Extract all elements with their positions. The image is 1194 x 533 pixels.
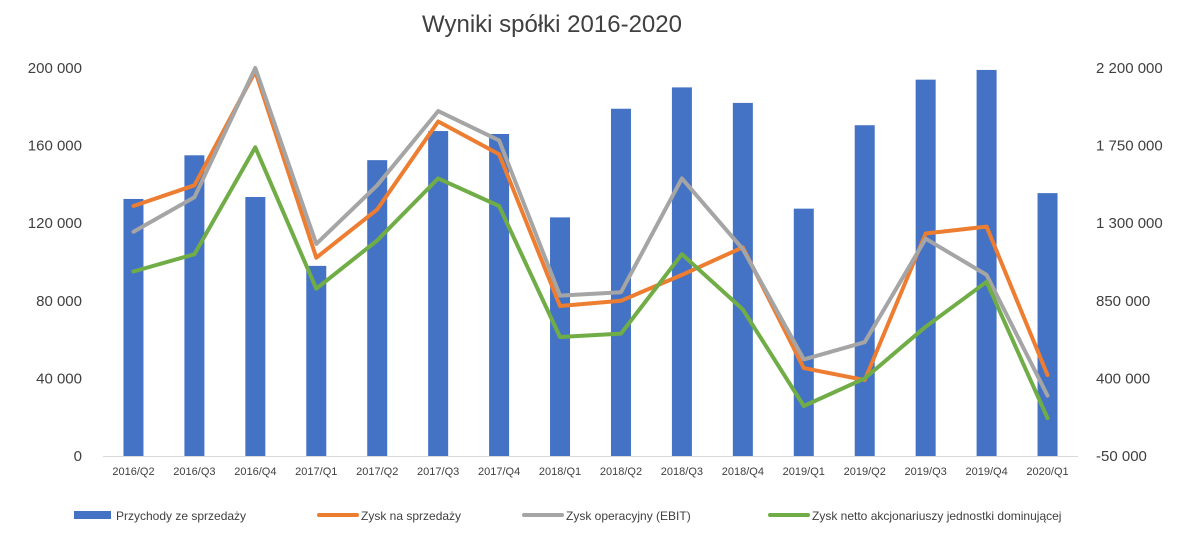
x-tick-label: 2019/Q1 — [783, 466, 825, 478]
right-tick-label: 2 200 000 — [1096, 60, 1163, 77]
chart-title: Wyniki spółki 2016-2020 — [422, 11, 682, 38]
x-tick-label: 2016/Q3 — [173, 466, 215, 478]
bar — [123, 198, 144, 456]
bar — [854, 125, 875, 456]
x-tick-label: 2017/Q3 — [417, 466, 459, 478]
bar — [367, 160, 388, 456]
legend-label: Przychody ze sprzedaży — [116, 509, 246, 523]
right-tick-label: 400 000 — [1096, 370, 1150, 387]
left-axis: 0 40 000 80 000 120 000 160 000 200 000 — [28, 60, 82, 465]
left-tick-label: 120 000 — [28, 215, 82, 232]
bar — [489, 133, 510, 456]
x-tick-label: 2016/Q4 — [234, 466, 276, 478]
x-tick-label: 2018/Q2 — [600, 466, 642, 478]
right-tick-label: 850 000 — [1096, 293, 1150, 310]
bar — [428, 131, 449, 457]
x-tick-label: 2017/Q4 — [478, 466, 520, 478]
series-line — [131, 145, 1050, 421]
x-tick-label: 2018/Q3 — [661, 466, 703, 478]
x-tick-label: 2018/Q1 — [539, 466, 581, 478]
x-tick-label: 2019/Q4 — [965, 466, 1007, 478]
legend-swatch — [74, 511, 111, 519]
right-axis: -50 000 400 000 850 000 1 300 000 1 750 000 2… — [1096, 60, 1163, 465]
left-tick-label: 40 000 — [36, 370, 82, 387]
bar — [245, 197, 266, 456]
x-tick-label: 2017/Q2 — [356, 466, 398, 478]
left-tick-label: 0 — [74, 448, 82, 465]
x-tick-label: 2019/Q2 — [844, 466, 886, 478]
bar — [671, 87, 692, 457]
bar — [793, 208, 814, 456]
bar — [915, 79, 936, 456]
line-series — [131, 66, 1050, 421]
right-tick-label: -50 000 — [1096, 448, 1147, 465]
legend-label: Zysk operacyjny (EBIT) — [566, 509, 691, 523]
x-tick-label: 2016/Q2 — [112, 466, 154, 478]
left-tick-label: 80 000 — [36, 293, 82, 310]
x-tick-label: 2017/Q1 — [295, 466, 337, 478]
bar — [732, 102, 753, 457]
right-tick-label: 1 300 000 — [1096, 215, 1163, 232]
x-axis: 2016/Q2 2016/Q3 2016/Q4 2017/Q1 2017/Q2 2017/… — [112, 466, 1068, 478]
x-tick-label: 2018/Q4 — [722, 466, 764, 478]
x-tick-label: 2020/Q1 — [1026, 466, 1068, 478]
x-tick-label: 2019/Q3 — [905, 466, 947, 478]
bar — [610, 108, 631, 457]
bar — [306, 265, 327, 456]
bar — [976, 69, 997, 456]
legend-label: Zysk na sprzedaży — [361, 509, 461, 523]
bar — [1037, 193, 1058, 456]
bar-series — [123, 69, 1058, 457]
bar — [184, 155, 205, 457]
legend: Przychody ze sprzedaży Zysk na sprzedaży Z… — [74, 509, 1061, 523]
left-tick-label: 200 000 — [28, 60, 82, 77]
series-line — [131, 66, 1050, 398]
legend-label: Zysk netto akcjonariuszy jednostki domin… — [812, 509, 1061, 523]
series-line — [131, 69, 1050, 383]
left-tick-label: 160 000 — [28, 138, 82, 155]
right-tick-label: 1 750 000 — [1096, 138, 1163, 155]
